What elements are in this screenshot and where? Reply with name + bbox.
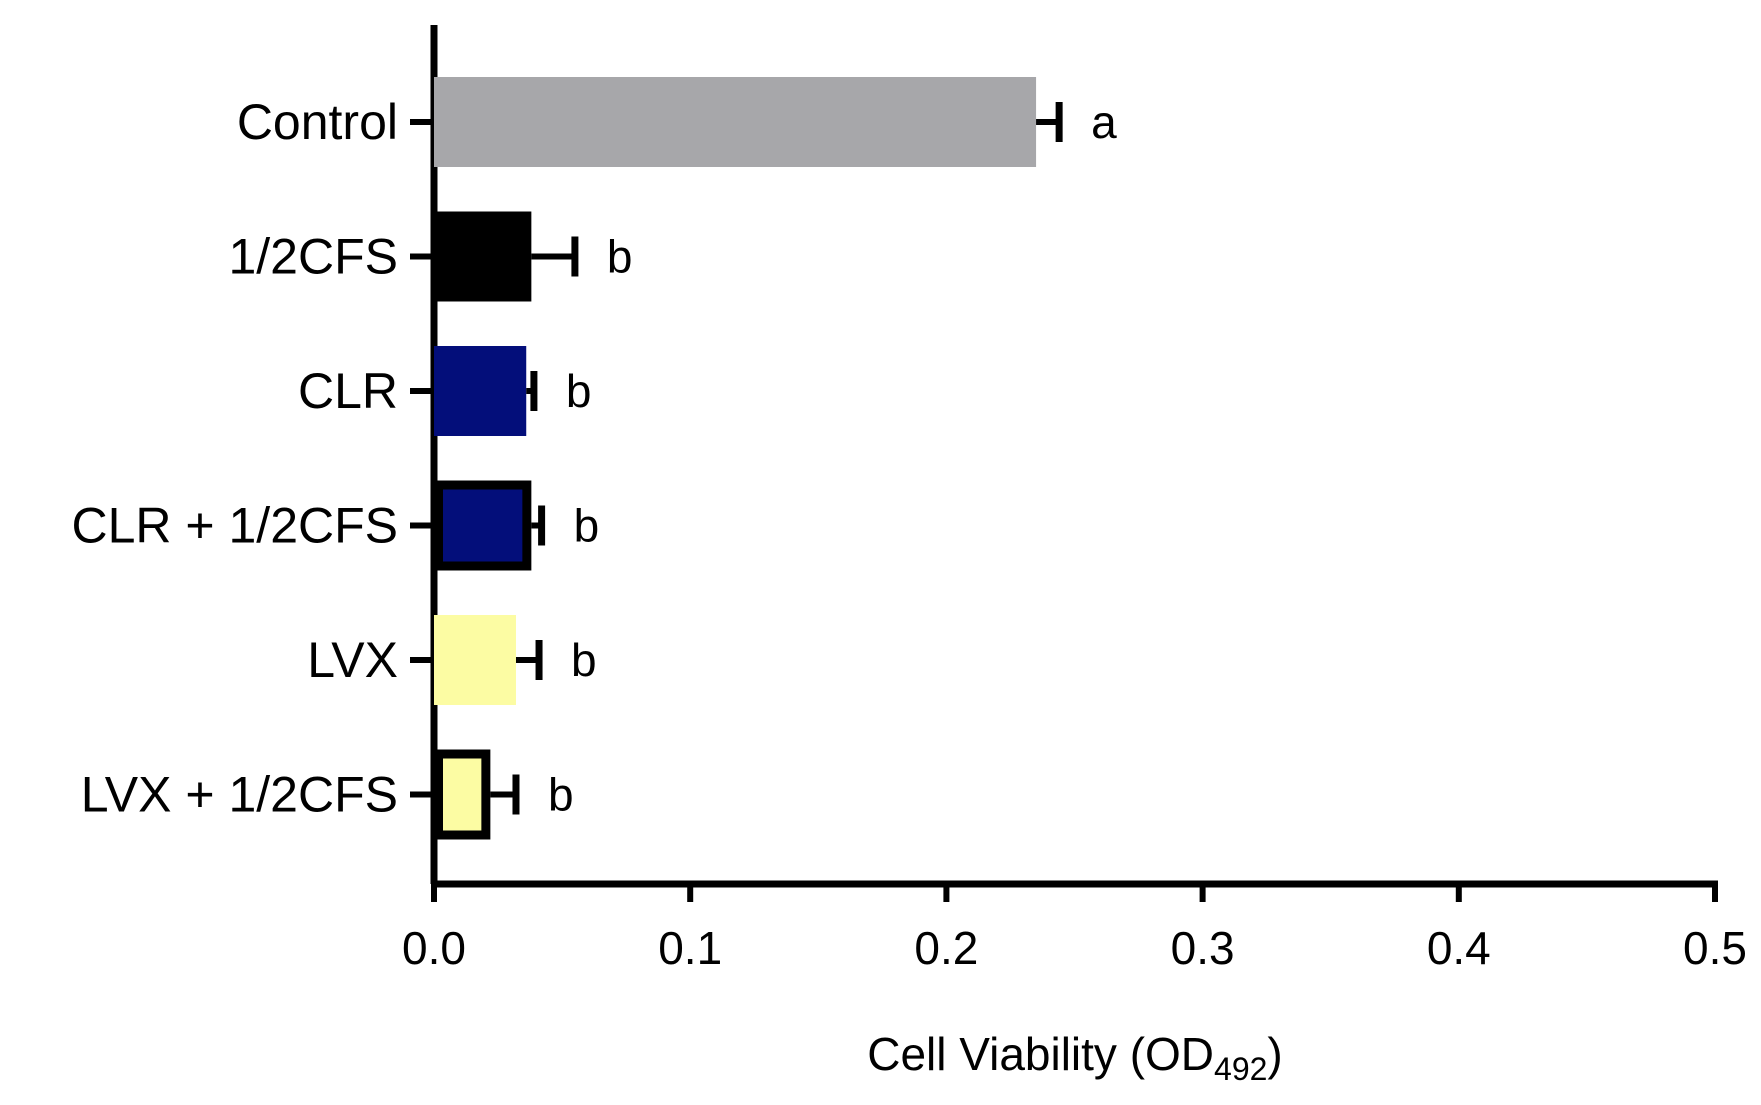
x-tick-label: 0.2	[914, 922, 978, 974]
category-label: LVX + 1/2CFS	[81, 767, 398, 823]
significance-letter: b	[574, 500, 600, 552]
category-label: Control	[237, 94, 398, 150]
category-label: 1/2CFS	[228, 229, 398, 285]
bar	[434, 615, 516, 705]
significance-letter: b	[571, 634, 597, 686]
category-label: CLR + 1/2CFS	[71, 498, 398, 554]
significance-letter: b	[607, 231, 633, 283]
category-labels: Control 1/2CFS CLR CLR + 1/2CFS LVX LVX + 1/2…	[71, 94, 398, 823]
x-axis-title-suffix: )	[1267, 1028, 1282, 1080]
x-tick-label: 0.0	[402, 922, 466, 974]
bar	[434, 77, 1037, 167]
category-label: CLR	[298, 363, 398, 419]
x-tick-label: 0.3	[1171, 922, 1235, 974]
x-tick-label: 0.1	[658, 922, 722, 974]
x-axis-title-text: Cell Viability (OD	[867, 1028, 1214, 1080]
significance-letter: b	[548, 769, 574, 821]
bars: a b b b b b	[410, 77, 1117, 840]
x-tick-label: 0.5	[1683, 922, 1747, 974]
x-ticks: 0.0 0.1 0.2 0.3 0.4 0.5	[402, 884, 1747, 974]
axes	[430, 25, 1718, 888]
x-tick-label: 0.4	[1427, 922, 1491, 974]
x-axis-title-subscript: 492	[1214, 1051, 1267, 1087]
bar	[434, 346, 527, 436]
bar	[434, 480, 532, 571]
category-label: LVX	[307, 632, 398, 688]
significance-letter: a	[1091, 96, 1117, 148]
bar	[434, 211, 532, 302]
bar	[434, 749, 491, 840]
significance-letter: b	[566, 365, 592, 417]
x-axis-title: Cell Viability (OD492)	[867, 1028, 1283, 1087]
